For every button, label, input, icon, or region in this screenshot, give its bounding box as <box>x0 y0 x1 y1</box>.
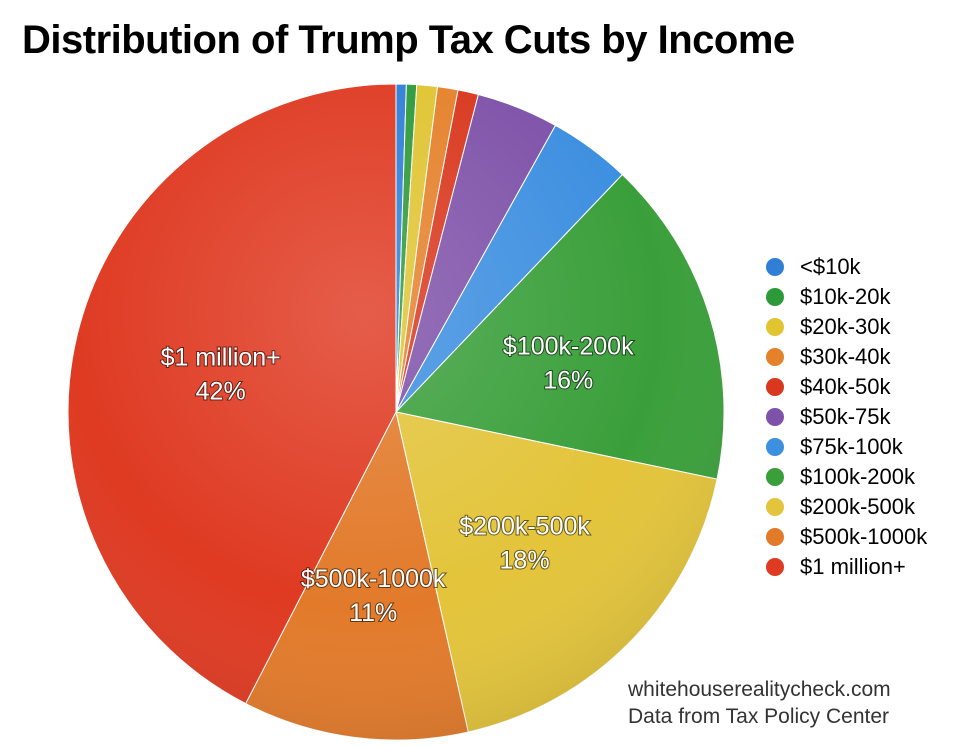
legend-label: $20k-30k <box>800 314 891 339</box>
slice-label-200k-500k: $200k-500k <box>459 513 590 541</box>
slice-pct-500k-1000k: 11% <box>349 599 397 627</box>
legend-item-1-million: $1 million+ <box>766 552 927 582</box>
legend-swatch <box>766 408 784 426</box>
credit-source: Data from Tax Policy Center <box>628 705 890 728</box>
credit-site: whitehouserealitycheck.com <box>628 678 891 701</box>
legend-label: $10k-20k <box>800 284 891 309</box>
legend-label: $100k-200k <box>800 464 915 489</box>
slice-label-1-million: $1 million+ <box>161 343 281 371</box>
legend-label: $500k-1000k <box>800 524 928 549</box>
legend-item-30k-40k: $30k-40k <box>766 342 927 372</box>
legend-label: <$10k <box>800 254 861 279</box>
legend-label: $30k-40k <box>800 344 891 369</box>
legend-item-500k-1000k: $500k-1000k <box>766 522 927 552</box>
legend-item-10k-20k: $10k-20k <box>766 282 927 312</box>
slice-pct-100k-200k: 16% <box>543 366 593 394</box>
legend-item-10k: <$10k <box>766 252 927 282</box>
legend-swatch <box>766 468 784 486</box>
legend-item-20k-30k: $20k-30k <box>766 312 927 342</box>
legend-swatch <box>766 438 784 456</box>
legend-label: $75k-100k <box>800 434 903 459</box>
slice-label-100k-200k: $100k-200k <box>503 332 634 360</box>
legend-label: $1 million+ <box>800 554 906 579</box>
legend-swatch <box>766 498 784 516</box>
legend-label: $40k-50k <box>800 374 891 399</box>
legend-label: $200k-500k <box>800 494 915 519</box>
chart-legend: <$10k $10k-20k $20k-30k $30k-40k $40k-50k $50… <box>766 252 927 582</box>
legend-item-50k-75k: $50k-75k <box>766 402 927 432</box>
slice-pct-200k-500k: 18% <box>500 547 550 575</box>
legend-item-200k-500k: $200k-500k <box>766 492 927 522</box>
legend-label: $50k-75k <box>800 404 891 429</box>
legend-item-100k-200k: $100k-200k <box>766 462 927 492</box>
credits: whitehouserealitycheck.com Data from Tax… <box>628 676 891 730</box>
legend-swatch <box>766 528 784 546</box>
legend-swatch <box>766 348 784 366</box>
legend-swatch <box>766 318 784 336</box>
legend-swatch <box>766 258 784 276</box>
legend-item-40k-50k: $40k-50k <box>766 372 927 402</box>
legend-swatch <box>766 288 784 306</box>
slice-label-500k-1000k: $500k-1000k <box>301 565 446 593</box>
legend-swatch <box>766 378 784 396</box>
chart-title: Distribution of Trump Tax Cuts by Income <box>22 18 795 62</box>
slice-pct-1-million: 42% <box>196 377 246 405</box>
legend-swatch <box>766 558 784 576</box>
legend-item-75k-100k: $75k-100k <box>766 432 927 462</box>
